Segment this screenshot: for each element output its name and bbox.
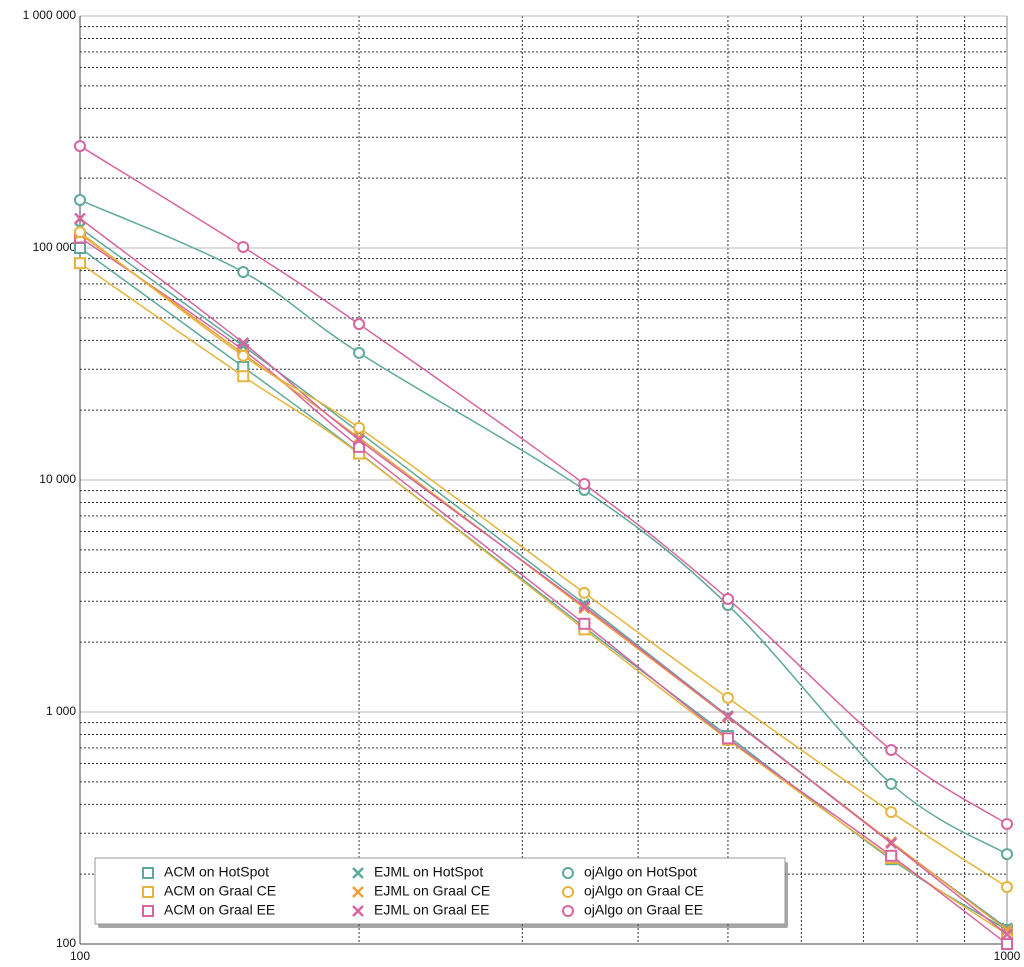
series bbox=[74, 231, 1013, 950]
marker bbox=[352, 886, 364, 898]
marker bbox=[721, 732, 734, 745]
marker bbox=[353, 318, 366, 331]
marker bbox=[237, 266, 250, 279]
marker bbox=[1001, 938, 1013, 950]
marker bbox=[237, 349, 250, 362]
legend: ACM on HotSpot ACM on Graal CE ACM on Graa… bbox=[94, 857, 788, 928]
marker bbox=[562, 905, 574, 917]
x-tick-label: 100 bbox=[70, 949, 90, 963]
y-tick-label: 1 000 000 bbox=[23, 8, 77, 22]
marker bbox=[353, 433, 365, 446]
marker bbox=[353, 431, 365, 444]
marker bbox=[353, 421, 366, 434]
legend-label: ojAlgo on Graal CE bbox=[584, 883, 704, 899]
marker bbox=[885, 837, 898, 850]
marker bbox=[74, 226, 86, 239]
marker bbox=[578, 617, 591, 630]
marker bbox=[885, 777, 898, 790]
marker bbox=[1001, 848, 1013, 861]
marker bbox=[74, 194, 86, 207]
marker bbox=[74, 212, 86, 225]
marker bbox=[74, 140, 86, 153]
marker bbox=[1001, 818, 1013, 831]
marker bbox=[353, 440, 366, 453]
legend-label: ACM on Graal EE bbox=[164, 902, 275, 918]
series-line bbox=[79, 231, 1008, 888]
marker bbox=[237, 370, 250, 383]
marker bbox=[1001, 881, 1013, 894]
marker bbox=[237, 240, 250, 253]
y-tick-label: 100 000 bbox=[33, 240, 77, 254]
legend-label: ACM on HotSpot bbox=[164, 864, 269, 880]
marker bbox=[562, 867, 574, 879]
series-line bbox=[79, 236, 1008, 945]
series bbox=[74, 140, 1013, 831]
marker bbox=[142, 905, 154, 917]
marker bbox=[74, 242, 86, 254]
legend-label: ACM on Graal CE bbox=[164, 883, 276, 899]
marker bbox=[142, 867, 154, 879]
legend-box bbox=[94, 857, 786, 925]
series bbox=[74, 194, 1013, 861]
marker bbox=[352, 867, 364, 879]
series-line bbox=[79, 247, 1008, 931]
marker bbox=[353, 346, 366, 359]
marker bbox=[578, 602, 591, 615]
marker bbox=[74, 257, 86, 270]
marker bbox=[578, 598, 591, 610]
marker bbox=[1001, 928, 1013, 941]
marker bbox=[562, 886, 574, 898]
marker bbox=[722, 710, 734, 723]
y-tick-label: 1 000 bbox=[46, 704, 76, 718]
series bbox=[74, 226, 1013, 894]
series-line bbox=[79, 262, 1008, 936]
marker bbox=[578, 478, 591, 491]
series-line bbox=[79, 199, 1008, 855]
y-tick-label: 10 000 bbox=[39, 472, 76, 486]
series bbox=[74, 242, 1013, 936]
marker bbox=[237, 336, 250, 349]
marker bbox=[352, 905, 364, 917]
marker bbox=[885, 743, 898, 756]
legend-label: EJML on HotSpot bbox=[374, 864, 483, 880]
series bbox=[74, 257, 1013, 941]
marker bbox=[578, 600, 591, 613]
legend-label: ojAlgo on Graal EE bbox=[584, 902, 703, 918]
marker bbox=[578, 586, 591, 599]
series bbox=[74, 212, 1013, 941]
legend-label: EJML on Graal EE bbox=[374, 902, 489, 918]
marker bbox=[142, 886, 154, 898]
x-tick-label: 1000 bbox=[994, 949, 1021, 963]
y-tick-label: 100 bbox=[56, 936, 76, 950]
marker bbox=[721, 592, 734, 605]
series-line bbox=[79, 217, 1008, 935]
marker bbox=[885, 806, 898, 819]
marker bbox=[1001, 924, 1013, 936]
legend-label: ojAlgo on HotSpot bbox=[584, 864, 697, 880]
marker bbox=[885, 849, 898, 862]
marker bbox=[721, 691, 734, 704]
legend-label: EJML on Graal CE bbox=[374, 883, 490, 899]
